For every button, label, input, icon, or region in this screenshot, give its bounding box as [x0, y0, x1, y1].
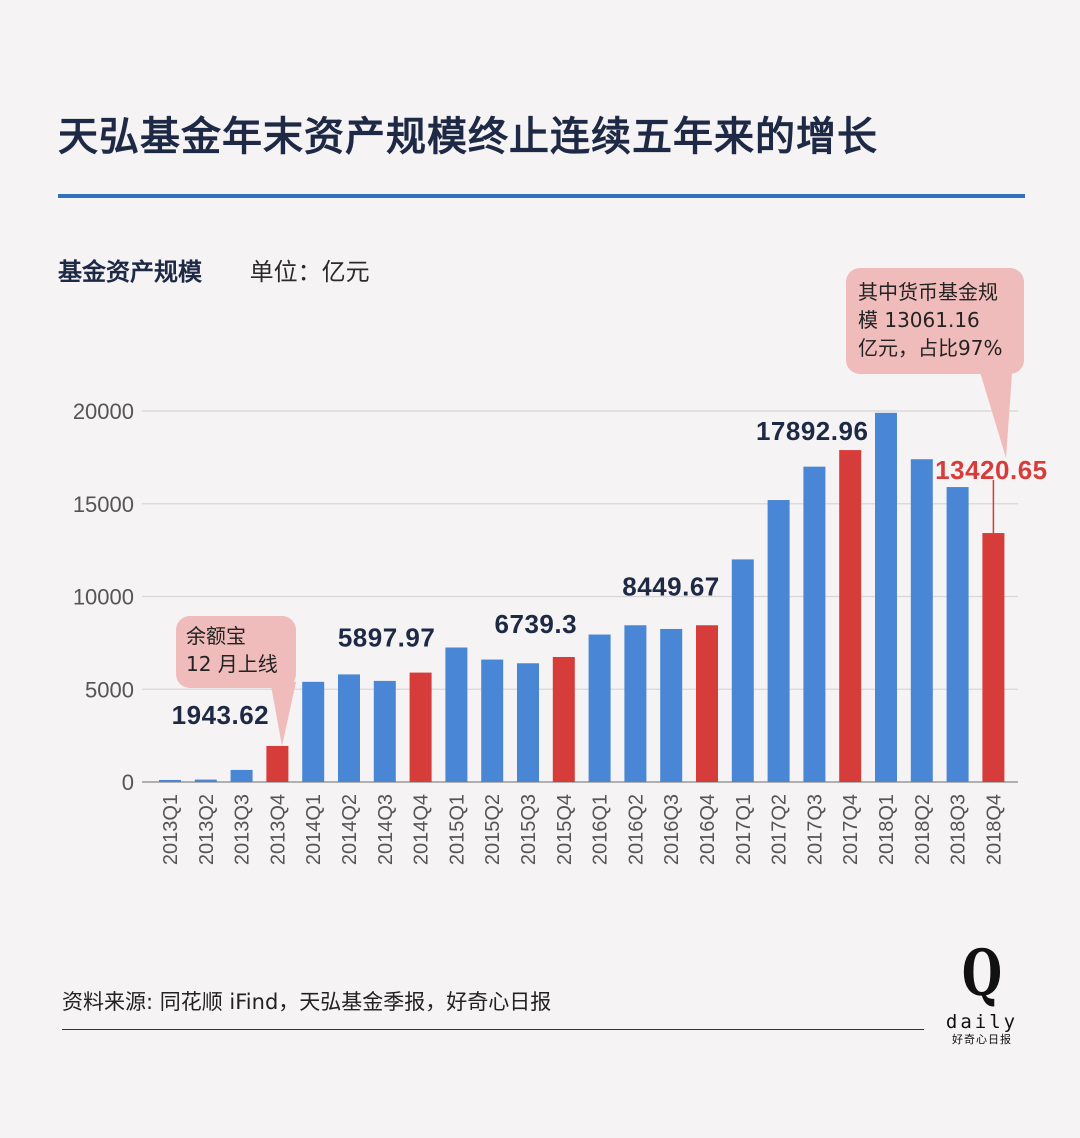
x-tick-label: 2017Q3: [804, 794, 826, 865]
data-label: 13420.65: [935, 455, 1047, 485]
callout-yuebao-line1: 余额宝: [186, 624, 246, 648]
callout-money-fund: 其中货币基金规 模 13061.16 亿元，占比97%: [846, 268, 1024, 374]
bar: [767, 500, 790, 782]
series-label: 基金资产规模: [58, 258, 202, 286]
bar: [624, 625, 647, 782]
unit-label: 单位：亿元: [249, 258, 370, 286]
callout-money-fund-line3: 亿元，占比97%: [858, 336, 1003, 360]
data-label: 6739.3: [495, 609, 578, 639]
x-tick-label: 2017Q2: [769, 794, 791, 865]
bar: [731, 559, 754, 782]
x-tick-label: 2013Q4: [267, 794, 289, 865]
bar: [517, 663, 539, 782]
bar: [266, 745, 289, 782]
x-tick-label: 2017Q4: [840, 794, 862, 865]
x-tick-label: 2016Q1: [590, 794, 612, 865]
x-tick-label: 2018Q4: [983, 794, 1005, 865]
bar: [660, 628, 683, 782]
x-tick-label: 2015Q2: [482, 794, 504, 865]
x-tick-label: 2014Q2: [339, 794, 361, 865]
chart-title: 天弘基金年末资产规模终止连续五年来的增长: [58, 114, 878, 160]
bar: [409, 672, 432, 782]
y-tick-label: 0: [122, 770, 134, 795]
callout-yuebao-pointer: [270, 680, 296, 746]
x-tick-label: 2016Q4: [697, 794, 719, 865]
x-tick-label: 2018Q3: [948, 794, 970, 865]
x-tick-label: 2018Q1: [876, 794, 898, 865]
bar: [481, 659, 504, 782]
bar: [803, 466, 826, 782]
bar-chart: 0 5000 10000 15000 20000 2013Q1 2013Q2 2013Q3 20…: [73, 372, 1047, 865]
bar: [696, 625, 718, 782]
data-label: 17892.96: [756, 416, 868, 446]
bar: [445, 647, 468, 782]
data-label: 5897.97: [338, 623, 435, 653]
source-note: 资料来源: 同花顺 iFind，天弘基金季报，好奇心日报: [62, 990, 552, 1014]
callout-yuebao-line2: 12 月上线: [186, 652, 278, 676]
x-tick-label: 2013Q3: [232, 794, 254, 865]
x-tick-label: 2014Q3: [375, 794, 397, 865]
bar: [946, 487, 969, 782]
bar: [982, 533, 1005, 782]
bar: [875, 412, 897, 782]
y-tick-label: 15000: [73, 492, 134, 517]
x-tick-label: 2016Q2: [625, 794, 647, 865]
x-tick-label: 2013Q2: [196, 794, 218, 865]
x-tick-label: 2016Q3: [661, 794, 683, 865]
chart-subtitle: 基金资产规模 单位：亿元: [58, 252, 370, 287]
bar: [159, 779, 181, 782]
x-tick-label: 2014Q4: [411, 794, 433, 865]
logo-cn: 好奇心日报: [952, 1033, 1012, 1046]
logo-mark: Q: [961, 936, 1003, 1011]
y-tick-label: 20000: [73, 399, 134, 424]
data-label: 8449.67: [622, 571, 719, 601]
x-tick-label: 2014Q1: [303, 794, 325, 865]
bar: [230, 769, 253, 782]
bar: [910, 459, 933, 782]
bar: [373, 680, 396, 782]
bar: [588, 634, 611, 782]
bar: [338, 674, 360, 782]
bar: [194, 779, 217, 782]
bar: [302, 681, 325, 782]
bar: [839, 450, 862, 782]
y-tick-label: 5000: [85, 677, 134, 702]
qdaily-logo: Q daily 好奇心日报: [942, 936, 1022, 1062]
x-tick-label: 2015Q3: [518, 794, 540, 865]
callout-yuebao: 余额宝 12 月上线: [176, 616, 296, 688]
x-tick-label: 2013Q1: [160, 794, 182, 865]
x-tick-label: 2017Q1: [733, 794, 755, 865]
x-tick-label: 2015Q1: [446, 794, 468, 865]
x-tick-label: 2015Q4: [554, 794, 576, 865]
data-label: 1943.62: [172, 700, 269, 730]
y-tick-label: 10000: [73, 585, 134, 610]
callout-money-fund-pointer: [980, 372, 1012, 458]
callout-money-fund-line1: 其中货币基金规: [858, 280, 998, 304]
x-tick-label: 2018Q2: [912, 794, 934, 865]
logo-word: daily: [945, 1011, 1019, 1033]
source-divider: [62, 1029, 924, 1030]
title-divider: [58, 194, 1025, 198]
callout-money-fund-line2: 模 13061.16: [858, 308, 980, 332]
bar: [552, 656, 575, 782]
